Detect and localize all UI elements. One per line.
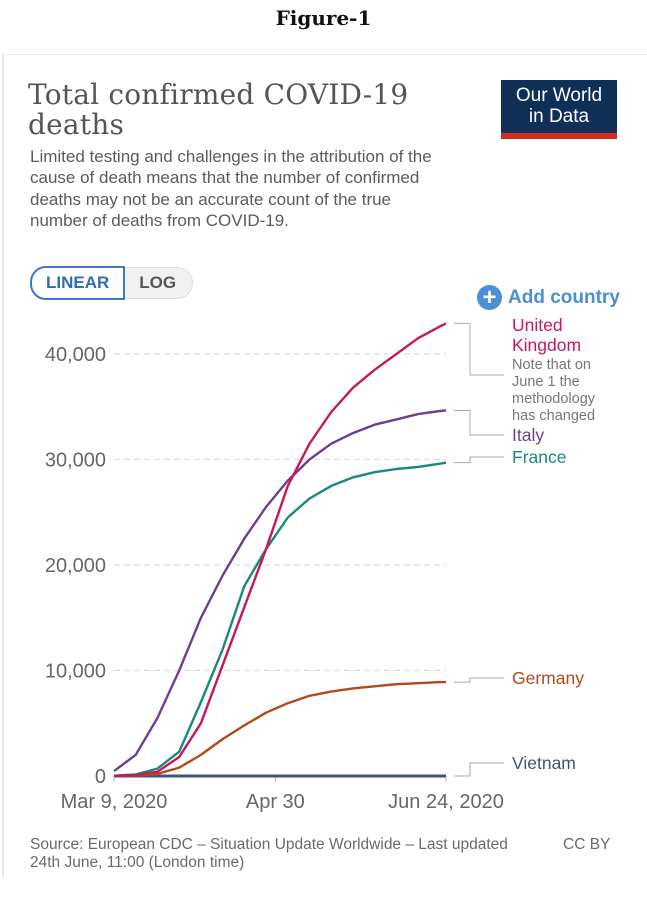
logo-line-2: in Data xyxy=(528,106,590,127)
series-line-italy[interactable] xyxy=(113,409,447,773)
log-scale-button[interactable]: LOG xyxy=(125,267,194,299)
label-connector xyxy=(454,322,504,376)
series-label-france: France xyxy=(512,447,566,467)
grid-lines xyxy=(114,353,446,672)
scale-toggle: LINEAR LOG xyxy=(30,266,194,300)
license-link[interactable]: CC BY xyxy=(563,836,611,853)
series-note: Note that on June 1 the methodology has cha… xyxy=(512,357,596,424)
series-lines xyxy=(113,322,447,778)
add-country-button[interactable]: + Add country xyxy=(477,285,620,310)
x-tick-label: Mar 9, 2020 xyxy=(61,791,168,813)
series-label-italy: Italy xyxy=(512,425,544,445)
chart-card xyxy=(2,54,647,877)
x-tick-label: Jun 24, 2020 xyxy=(388,791,504,813)
series-label-united-kingdom: United Kingdom xyxy=(512,315,581,355)
plus-circle-icon: + xyxy=(477,285,502,310)
series-line-germany[interactable] xyxy=(113,680,446,778)
series-line-france[interactable] xyxy=(113,461,447,777)
label-connector xyxy=(454,409,504,436)
y-tick-label: 40,000 xyxy=(45,344,106,366)
y-tick-label: 20,000 xyxy=(45,555,106,577)
y-tick-label: 30,000 xyxy=(45,450,106,472)
y-axis-ticks: 0 10,000 20,000 30,000 40,000 xyxy=(45,344,106,788)
y-tick-label: 10,000 xyxy=(45,661,106,683)
label-connector xyxy=(454,456,504,464)
logo-line-1: Our World xyxy=(515,85,603,106)
linear-scale-button[interactable]: LINEAR xyxy=(30,266,126,300)
figure-label: Figure-1 xyxy=(275,6,372,30)
chart-subtitle: Limited testing and challenges in the at… xyxy=(30,147,432,231)
series-label-germany: Germany xyxy=(512,668,584,688)
label-connector xyxy=(454,677,504,683)
series-line-united-kingdom[interactable] xyxy=(113,322,447,778)
add-country-label: Add country xyxy=(508,286,620,308)
chart-title: Total confirmed COVID-19 deaths xyxy=(28,78,409,141)
series-label-vietnam: Vietnam xyxy=(512,753,576,773)
logo-accent-bar xyxy=(501,133,617,139)
x-tick-label: Apr 30 xyxy=(246,791,305,813)
source-note: Source: European CDC – Situation Update … xyxy=(30,836,508,871)
x-axis-ticks: Mar 9, 2020 Apr 30 Jun 24, 2020 xyxy=(61,776,504,813)
y-tick-label: 0 xyxy=(95,766,106,788)
owid-logo[interactable]: Our World in Data xyxy=(501,80,617,139)
label-connector xyxy=(454,762,504,777)
